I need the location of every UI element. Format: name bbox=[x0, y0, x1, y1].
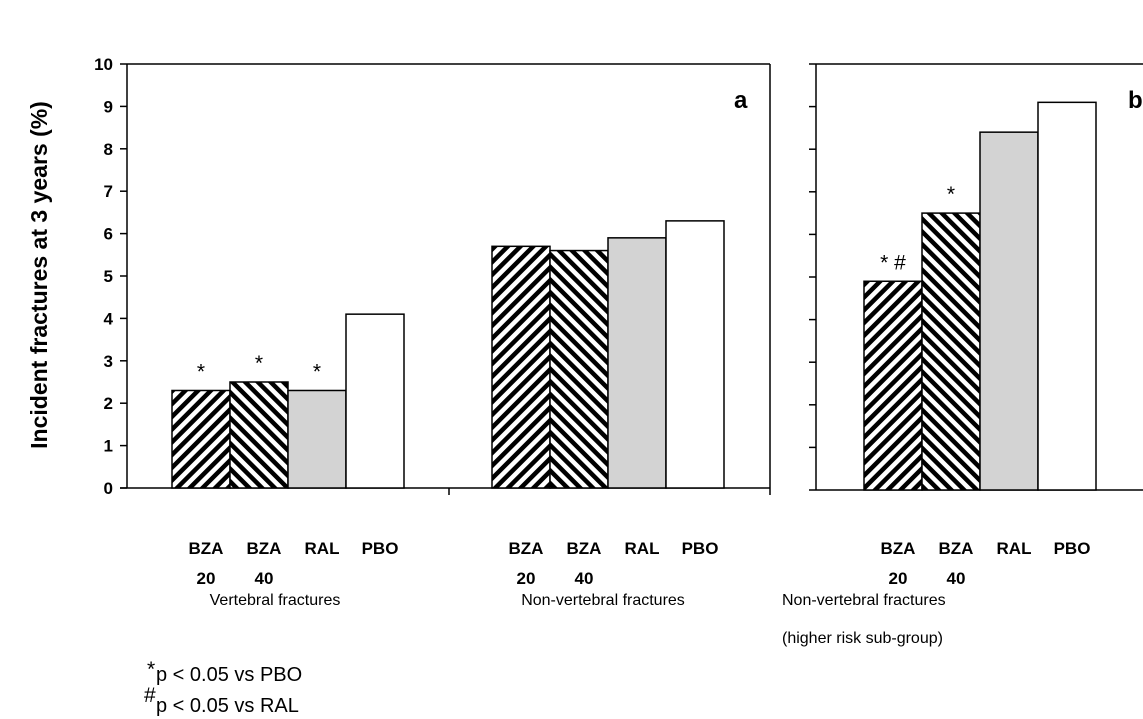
y-tick-label: 4 bbox=[104, 309, 114, 328]
category-label-line2: 40 bbox=[255, 569, 274, 588]
category-label: BZA bbox=[939, 539, 974, 558]
panel-label-a: a bbox=[734, 87, 748, 114]
legend-text-ral: p < 0.05 vs RAL bbox=[156, 695, 299, 717]
category-label: BZA bbox=[509, 539, 544, 558]
category-label: PBO bbox=[682, 539, 719, 558]
category-label-line2: 20 bbox=[889, 569, 908, 588]
group-label-vertebral: Vertebral fractures bbox=[210, 592, 341, 609]
y-tick-label: 10 bbox=[94, 55, 113, 74]
legend-symbol-star: * bbox=[147, 658, 155, 681]
y-tick-label: 3 bbox=[104, 352, 113, 371]
category-label: RAL bbox=[625, 539, 660, 558]
y-tick-label: 8 bbox=[104, 140, 113, 159]
category-label-line2: 20 bbox=[197, 569, 216, 588]
group-label-nonvertebral: Non-vertebral fractures bbox=[521, 592, 685, 609]
bar-pbo bbox=[665, 220, 725, 489]
y-tick-label: 9 bbox=[104, 97, 113, 116]
category-label-line2: 40 bbox=[575, 569, 594, 588]
category-labels: BZA 20 BZA 40 RAL PBO BZA 20 BZA 40 RAL PBO BZA 20 BZA… bbox=[189, 539, 1091, 588]
y-tick-label: 5 bbox=[104, 267, 113, 286]
legend-symbol-hash: # bbox=[144, 684, 156, 707]
y-tick-label: 2 bbox=[104, 394, 113, 413]
category-label: BZA bbox=[247, 539, 282, 558]
category-label: BZA bbox=[567, 539, 602, 558]
y-axis-title: Incident fractures at 3 years (%) bbox=[26, 101, 52, 449]
y-tick-label: 1 bbox=[104, 437, 113, 456]
panel-label-b: b bbox=[1128, 87, 1143, 114]
category-label: RAL bbox=[305, 539, 340, 558]
bar-bza-20 bbox=[491, 245, 551, 489]
y-tick-label: 0 bbox=[104, 479, 113, 498]
bar-ral bbox=[287, 389, 347, 489]
y-tick-label: 7 bbox=[104, 182, 113, 201]
bar-bza-40 bbox=[549, 249, 609, 489]
significance-mark: * bbox=[313, 360, 321, 383]
bar-ral bbox=[979, 131, 1039, 491]
category-label: PBO bbox=[1054, 539, 1091, 558]
category-label-line2: 20 bbox=[517, 569, 536, 588]
significance-mark: * bbox=[947, 183, 955, 206]
bar-bza-20 bbox=[171, 389, 231, 489]
group-label-higher-risk-sub: (higher risk sub-group) bbox=[782, 630, 943, 647]
bar-pbo bbox=[1037, 101, 1097, 491]
category-label-line2: 40 bbox=[947, 569, 966, 588]
legend-text-pbo: p < 0.05 vs PBO bbox=[156, 664, 302, 686]
category-label: BZA bbox=[881, 539, 916, 558]
significance-mark: * bbox=[255, 352, 263, 375]
bar-bza-20 bbox=[863, 280, 923, 491]
y-tick-label: 6 bbox=[104, 225, 113, 244]
group-label-higher-risk: Non-vertebral fractures bbox=[782, 592, 946, 609]
bar-bza-40 bbox=[229, 381, 289, 489]
category-label: BZA bbox=[189, 539, 224, 558]
bar-ral bbox=[607, 237, 667, 489]
category-label: PBO bbox=[362, 539, 399, 558]
panel-b-y-ticks bbox=[809, 63, 816, 491]
significance-mark: * bbox=[197, 360, 205, 383]
bar-bza-40 bbox=[921, 212, 981, 491]
category-label: RAL bbox=[997, 539, 1032, 558]
panel-a-y-ticks: 0 1 2 3 4 5 6 7 8 9 10 bbox=[94, 55, 127, 498]
significance-mark: * # bbox=[880, 251, 906, 274]
bar-pbo bbox=[345, 313, 405, 489]
bars: * * * * # * bbox=[171, 101, 1097, 491]
